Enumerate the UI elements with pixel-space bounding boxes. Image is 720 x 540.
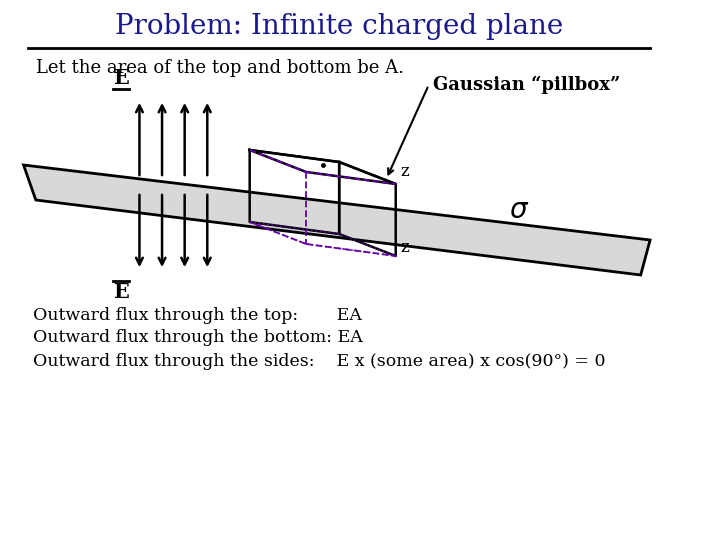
Polygon shape	[24, 165, 650, 275]
Text: z: z	[400, 239, 409, 255]
Text: Let the area of the top and bottom be A.: Let the area of the top and bottom be A.	[36, 59, 404, 77]
Text: $\sigma$: $\sigma$	[509, 196, 529, 224]
Text: Outward flux through the sides:    E x (some area) x cos(90°) = 0: Outward flux through the sides: E x (som…	[33, 353, 606, 369]
Text: Outward flux through the bottom: EA: Outward flux through the bottom: EA	[33, 329, 363, 347]
Text: Gaussian “pillbox”: Gaussian “pillbox”	[433, 76, 621, 94]
Text: Problem: Infinite charged plane: Problem: Infinite charged plane	[115, 14, 563, 40]
Text: E: E	[112, 282, 129, 302]
Text: E: E	[112, 68, 129, 88]
Text: z: z	[400, 163, 409, 179]
Text: Outward flux through the top:       EA: Outward flux through the top: EA	[33, 307, 362, 323]
